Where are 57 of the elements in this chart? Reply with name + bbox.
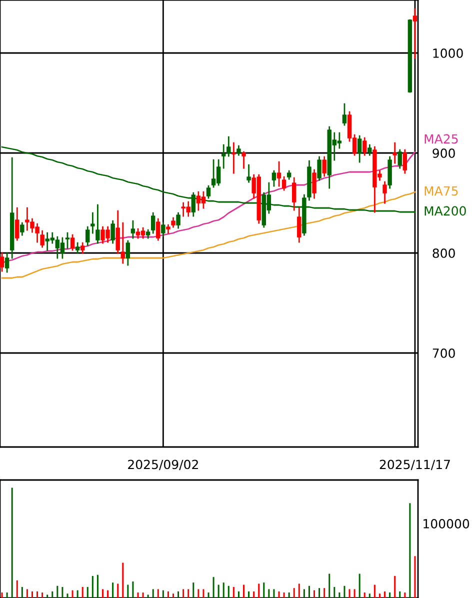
candlestick [242, 151, 246, 169]
candlestick [368, 144, 372, 156]
candlestick [282, 176, 286, 191]
candlestick [171, 217, 176, 228]
candlestick [65, 232, 70, 249]
candlestick [110, 220, 115, 244]
candlestick [226, 136, 231, 157]
candlestick [382, 181, 387, 204]
candlestick [357, 135, 362, 163]
candlestick [116, 210, 120, 254]
x-tick-label: 2025/09/02 [128, 460, 198, 470]
candlestick [322, 156, 326, 177]
candlestick [232, 142, 236, 174]
candlestick [0, 252, 4, 272]
y-tick-label: 700 [432, 348, 455, 358]
series-label: MA25 [424, 134, 458, 144]
candlestick [246, 164, 251, 183]
candlestick [392, 142, 397, 164]
candlestick [161, 222, 166, 237]
candlestick [221, 144, 226, 169]
candlestick [312, 169, 316, 199]
candlestick [292, 177, 296, 211]
y-tick-label: 800 [432, 248, 455, 258]
candlestick [15, 207, 20, 241]
candlestick [412, 8, 418, 59]
candlestick [75, 242, 80, 254]
candlestick [236, 145, 241, 156]
candlestick [86, 226, 90, 246]
candlestick [398, 149, 402, 169]
candlestick [80, 242, 85, 254]
text: 100000 [424, 519, 470, 528]
candlestick [40, 230, 44, 248]
y-tick-label: 1000 [433, 48, 463, 58]
candlestick [342, 103, 347, 126]
candlestick [317, 156, 322, 181]
x-tick-label: 2025/11/17 [380, 460, 450, 470]
candlestick [4, 252, 10, 273]
candlestick [272, 170, 276, 187]
candlestick [176, 212, 180, 229]
y-tick-label: 900 [432, 148, 455, 158]
candlestick [96, 204, 100, 244]
line-series [1, 191, 416, 279]
candlestick [156, 218, 160, 241]
candlestick [70, 234, 75, 251]
candlestick [297, 207, 302, 243]
candlestick [126, 240, 130, 266]
candlestick [130, 220, 136, 239]
series-label: MA200 [424, 206, 466, 216]
candlestick [120, 222, 125, 264]
candlestick [90, 212, 95, 234]
series-label: MA75 [424, 186, 458, 196]
candlestick [206, 185, 211, 199]
candlestick [362, 137, 367, 156]
candlestick [402, 149, 408, 174]
candlestick [150, 212, 156, 234]
candlestick [276, 161, 282, 187]
candlestick [20, 222, 24, 236]
